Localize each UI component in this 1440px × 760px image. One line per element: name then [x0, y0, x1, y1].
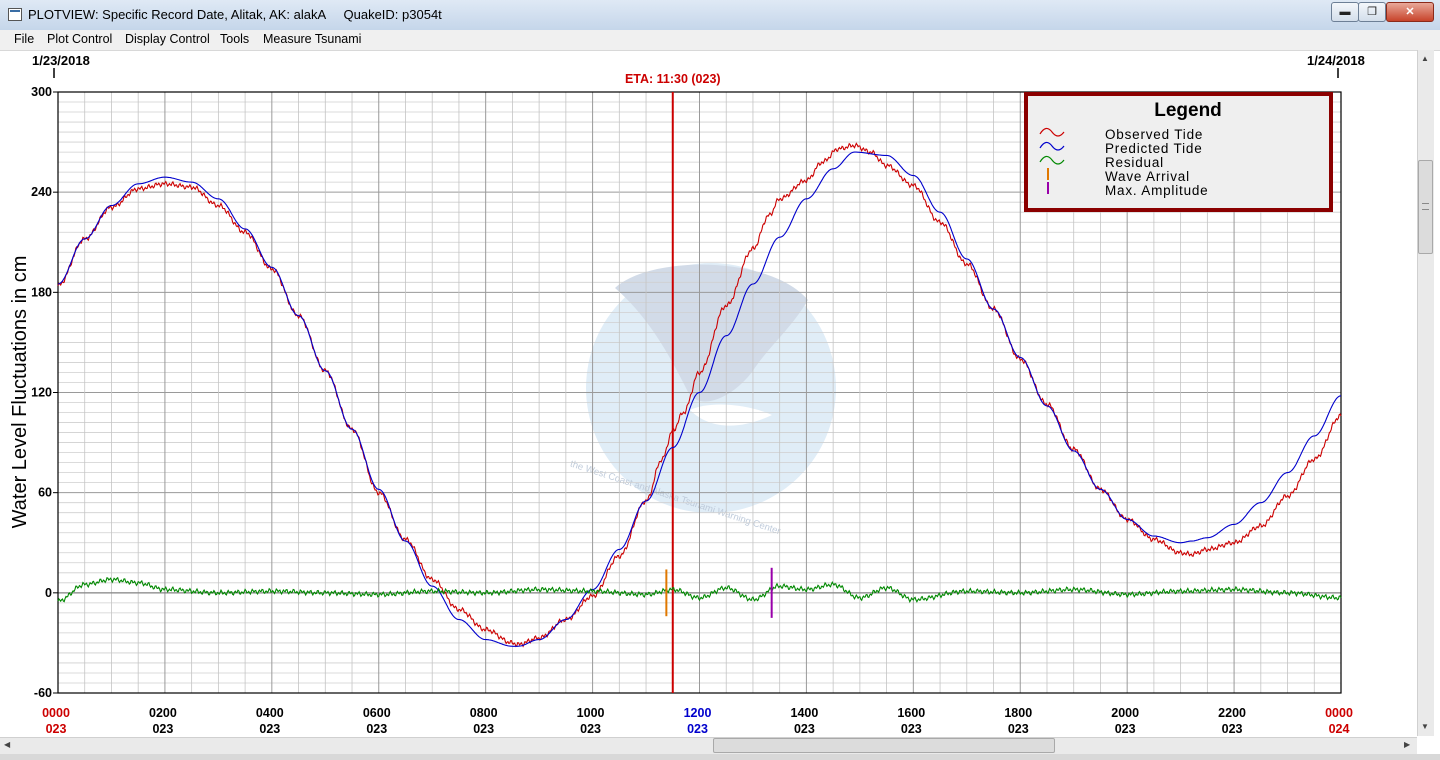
menu-bar: File Plot Control Display Control Tools … — [0, 30, 1440, 51]
x-tick-label-day: 023 — [1115, 722, 1136, 736]
noaa-watermark-logo: the West Coast and Alaska Tsunami Warnin… — [569, 263, 836, 537]
x-tick-label-time: 0600 — [363, 706, 391, 720]
y-tick-label: -60 — [34, 686, 52, 700]
y-axis-label: Water Level Fluctuations in cm — [9, 256, 31, 529]
x-tick-label-time: 0200 — [149, 706, 177, 720]
y-tick-label: 240 — [31, 185, 52, 199]
x-tick-label-day: 023 — [46, 722, 67, 736]
axis-ticks — [53, 91, 58, 694]
x-tick-label-time: 0000 — [1325, 706, 1353, 720]
series-predicted-tide — [57, 151, 1342, 647]
x-tick-label-time: 2200 — [1218, 706, 1246, 720]
x-tick-label-time: 1000 — [577, 706, 605, 720]
markers-layer — [665, 567, 773, 618]
window-title: PLOTVIEW: Specific Record Date, Alitak, … — [28, 7, 442, 22]
x-tick-label-day: 023 — [473, 722, 494, 736]
window-titlebar: PLOTVIEW: Specific Record Date, Alitak, … — [0, 0, 1440, 31]
eta-label: ETA: 11:30 (023) — [625, 72, 721, 86]
y-tick-label: 60 — [38, 486, 52, 500]
x-tick-label-day: 023 — [580, 722, 601, 736]
legend-item-label: Predicted Tide — [1105, 141, 1203, 156]
legend-title: Legend — [1154, 100, 1222, 121]
vertical-scroll-thumb[interactable] — [1418, 160, 1433, 254]
y-tick-label: 0 — [45, 586, 52, 600]
y-tick-label: 180 — [31, 285, 52, 299]
x-tick-label-time: 1800 — [1004, 706, 1032, 720]
x-tick-label-day: 023 — [901, 722, 922, 736]
scroll-left-icon[interactable]: ◀ — [4, 740, 11, 749]
close-button[interactable]: ✕ — [1386, 2, 1434, 22]
menu-tools[interactable]: Tools — [220, 32, 250, 46]
x-tick-label-day: 024 — [1329, 722, 1350, 736]
maximize-button[interactable]: ❐ — [1358, 2, 1386, 22]
x-tick-label-time: 0400 — [256, 706, 284, 720]
horizontal-scroll-thumb[interactable] — [713, 738, 1055, 753]
y-tick-label: 120 — [31, 386, 52, 400]
x-tick-label-time: 2000 — [1111, 706, 1139, 720]
legend-item-label: Observed Tide — [1105, 127, 1203, 142]
x-tick-label-time: 0800 — [470, 706, 498, 720]
menu-display-control[interactable]: Display Control — [125, 32, 210, 46]
scroll-down-icon[interactable]: ▼ — [1421, 722, 1429, 731]
x-tick-label-time: 1400 — [791, 706, 819, 720]
series-layer — [57, 142, 1342, 648]
series-residual — [57, 576, 1342, 603]
legend-item-label: Wave Arrival — [1105, 169, 1190, 184]
window-bottom-edge — [0, 754, 1440, 760]
x-tick-label-day: 023 — [152, 722, 173, 736]
scroll-up-icon[interactable]: ▲ — [1421, 54, 1429, 63]
x-tick-label-time: 0000 — [42, 706, 70, 720]
x-tick-label-day: 023 — [1008, 722, 1029, 736]
legend-box — [1024, 92, 1333, 212]
y-tick-labels: 300 240 180 120 60 0 -60 — [31, 85, 52, 700]
legend-swatch-residual — [1039, 155, 1065, 165]
date-left-label: 1/23/2018 — [32, 53, 90, 68]
minimize-button[interactable]: ▬ — [1331, 2, 1359, 22]
legend-swatch-observed — [1039, 127, 1065, 137]
legend-item-label: Max. Amplitude — [1105, 183, 1209, 198]
app-icon — [8, 8, 22, 21]
menu-measure-tsunami[interactable]: Measure Tsunami — [263, 32, 362, 46]
x-tick-label-day: 023 — [366, 722, 387, 736]
date-right-label: 1/24/2018 — [1307, 53, 1365, 68]
x-tick-label-time: 1600 — [897, 706, 925, 720]
x-tick-label-time: 1200 — [684, 706, 712, 720]
y-tick-label: 300 — [31, 85, 52, 99]
legend-swatch-predicted — [1039, 141, 1065, 151]
x-tick-labels: 0000 023 0200 023 0400 023 0600 023 0800 023 1000 0… — [42, 706, 1353, 736]
x-tick-label-day: 023 — [1222, 722, 1243, 736]
x-tick-label-day: 023 — [259, 722, 280, 736]
horizontal-scrollbar[interactable] — [0, 737, 1417, 754]
legend-item-label: Residual — [1105, 155, 1164, 170]
series-observed-tide — [57, 142, 1342, 648]
x-tick-label-day: 023 — [687, 722, 708, 736]
vertical-scrollbar[interactable] — [1417, 50, 1434, 736]
scroll-right-icon[interactable]: ▶ — [1404, 740, 1411, 749]
tide-plot[interactable]: the West Coast and Alaska Tsunami Warnin… — [0, 50, 1417, 736]
x-tick-label-day: 023 — [794, 722, 815, 736]
menu-plot-control[interactable]: Plot Control — [47, 32, 113, 46]
menu-file[interactable]: File — [14, 32, 35, 46]
